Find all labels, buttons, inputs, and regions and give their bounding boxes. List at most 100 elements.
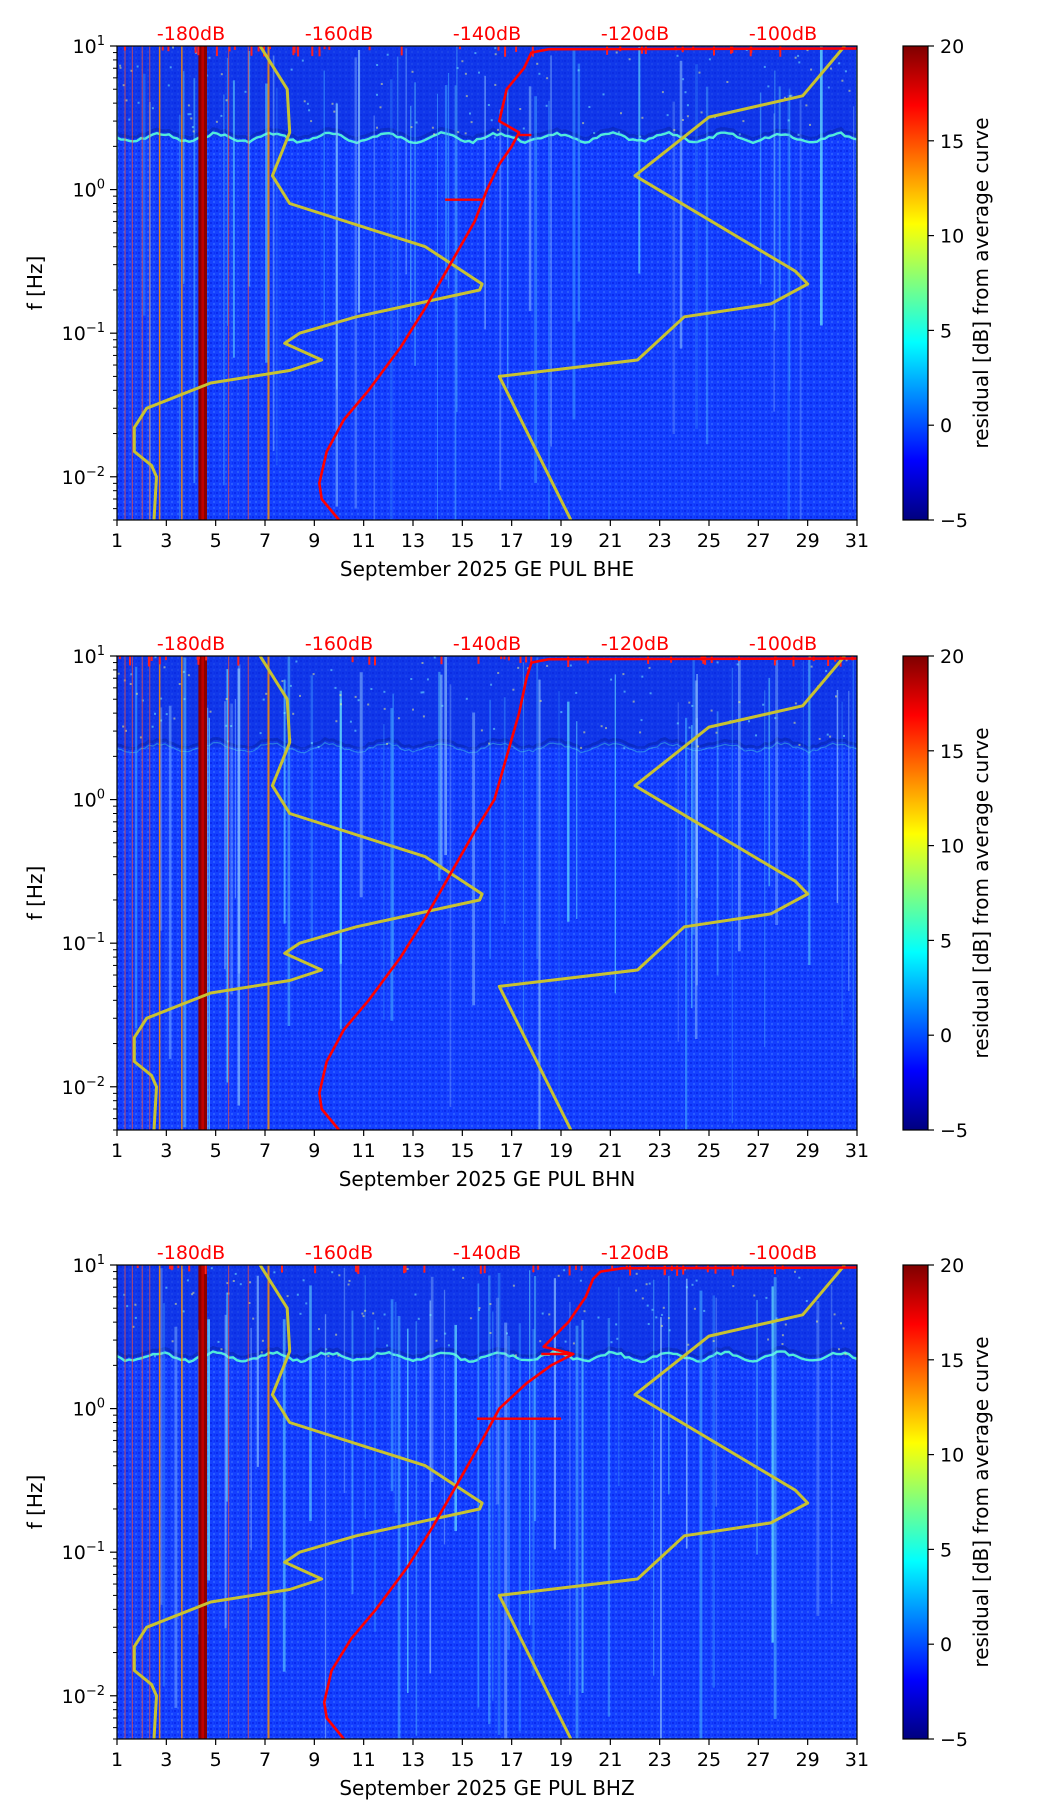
speckle xyxy=(583,1310,586,1313)
speckle xyxy=(183,698,186,701)
transient-streak xyxy=(449,684,452,1107)
speckle xyxy=(655,1316,658,1319)
transient-streak xyxy=(712,1295,715,1688)
speckle xyxy=(794,56,797,59)
transient-streak xyxy=(178,114,181,520)
transient-streak xyxy=(183,657,187,1128)
speckle xyxy=(583,731,586,734)
x-tick-label: 3 xyxy=(160,530,172,552)
speckle xyxy=(827,86,830,89)
transient-streak xyxy=(853,106,855,510)
transient-streak xyxy=(168,705,172,1059)
speckle xyxy=(703,1309,706,1312)
x-tick-label: 25 xyxy=(697,1749,721,1771)
transient-streak xyxy=(373,115,375,520)
series-line-median xyxy=(318,657,857,1130)
top-edge-mark xyxy=(503,656,506,660)
hot-column-core xyxy=(201,1265,204,1739)
top-edge-mark xyxy=(400,46,403,56)
hot-column xyxy=(158,656,161,1130)
top-edge-mark xyxy=(676,1265,679,1276)
transient-streak xyxy=(692,659,695,935)
thin-column xyxy=(149,1265,151,1739)
top-edge-mark xyxy=(704,656,707,665)
transient-streak xyxy=(778,86,781,301)
speckle xyxy=(422,715,425,718)
x-tick-label: 1 xyxy=(111,530,123,552)
speckle xyxy=(415,121,418,124)
speckle xyxy=(564,1340,567,1343)
speckle xyxy=(433,133,436,136)
speckle xyxy=(337,1354,340,1357)
transient-streak xyxy=(448,73,450,289)
transient-streak xyxy=(484,75,486,330)
top-edge-mark xyxy=(204,1265,207,1275)
y-tick-label: 100 xyxy=(73,178,105,202)
speckle xyxy=(830,67,832,70)
db-level-labels: -180dB -160dB -140dB -120dB -100dB xyxy=(157,23,817,45)
speckle xyxy=(512,688,515,691)
x-tick-label: 21 xyxy=(598,1140,622,1162)
x-tick-label: 17 xyxy=(500,1749,524,1771)
transient-streak xyxy=(816,1301,820,1616)
x-tick-label: 7 xyxy=(259,530,271,552)
transient-streak xyxy=(390,708,394,1021)
x-axis-ticks: 1 3 5 7 9 11 13 15 17 19 21 23 25 27 29 31 xyxy=(111,1739,869,1771)
speckle xyxy=(154,712,156,715)
transient-streak xyxy=(581,1320,584,1693)
x-tick-label: 31 xyxy=(845,1749,869,1771)
transient-streak xyxy=(695,64,698,429)
transient-streak xyxy=(774,70,776,331)
transient-streak xyxy=(351,1310,354,1594)
x-tick-label: 27 xyxy=(746,530,770,552)
speckle xyxy=(414,1293,417,1296)
speckle xyxy=(695,1279,698,1282)
transient-streak xyxy=(159,707,163,931)
transient-streak xyxy=(287,656,291,1026)
top-edge-mark xyxy=(580,1265,583,1271)
top-edge-mark xyxy=(215,46,218,57)
db-label: -160dB xyxy=(305,633,373,655)
heatmap-cells xyxy=(117,46,857,520)
hot-column-core xyxy=(201,46,204,520)
transient-streak xyxy=(397,1316,401,1739)
transient-streak xyxy=(208,717,210,1130)
top-edge-mark xyxy=(537,1265,540,1270)
transient-streak xyxy=(685,717,688,1130)
speckle xyxy=(367,703,370,706)
transient-streak xyxy=(488,1275,491,1725)
top-edge-mark xyxy=(136,1265,139,1269)
transient-streak xyxy=(787,95,790,520)
x-tick-label: 27 xyxy=(746,1140,770,1162)
speckle xyxy=(469,112,471,115)
transient-streak xyxy=(802,660,804,859)
colorbar-label: residual [dB] from average curve xyxy=(969,1336,993,1667)
thin-column xyxy=(228,656,230,1130)
colorbar-tick-label: −5 xyxy=(940,1729,968,1751)
transient-streak xyxy=(396,56,399,349)
x-axis-label: September 2025 GE PUL BHZ xyxy=(339,1776,634,1800)
top-edge-mark xyxy=(269,46,271,50)
transient-streak xyxy=(496,1297,499,1505)
speckle xyxy=(676,54,679,57)
speckle xyxy=(538,72,541,75)
x-tick-label: 31 xyxy=(845,530,869,552)
speckle xyxy=(410,126,413,129)
transient-streak xyxy=(160,1268,163,1605)
speckle xyxy=(474,52,477,55)
speckle xyxy=(119,66,122,69)
speckle xyxy=(386,742,389,745)
speckle xyxy=(137,101,140,104)
speckle xyxy=(681,119,684,121)
transient-streak xyxy=(841,701,843,1026)
speckle xyxy=(135,692,138,695)
speckle xyxy=(220,1348,223,1351)
transient-streak xyxy=(694,680,698,1039)
speckle xyxy=(806,49,809,52)
speckle xyxy=(412,708,414,711)
speckle xyxy=(493,136,496,139)
speckle xyxy=(742,120,745,123)
top-edge-mark xyxy=(525,656,528,663)
speckle xyxy=(173,717,176,720)
top-edge-mark xyxy=(779,46,782,57)
